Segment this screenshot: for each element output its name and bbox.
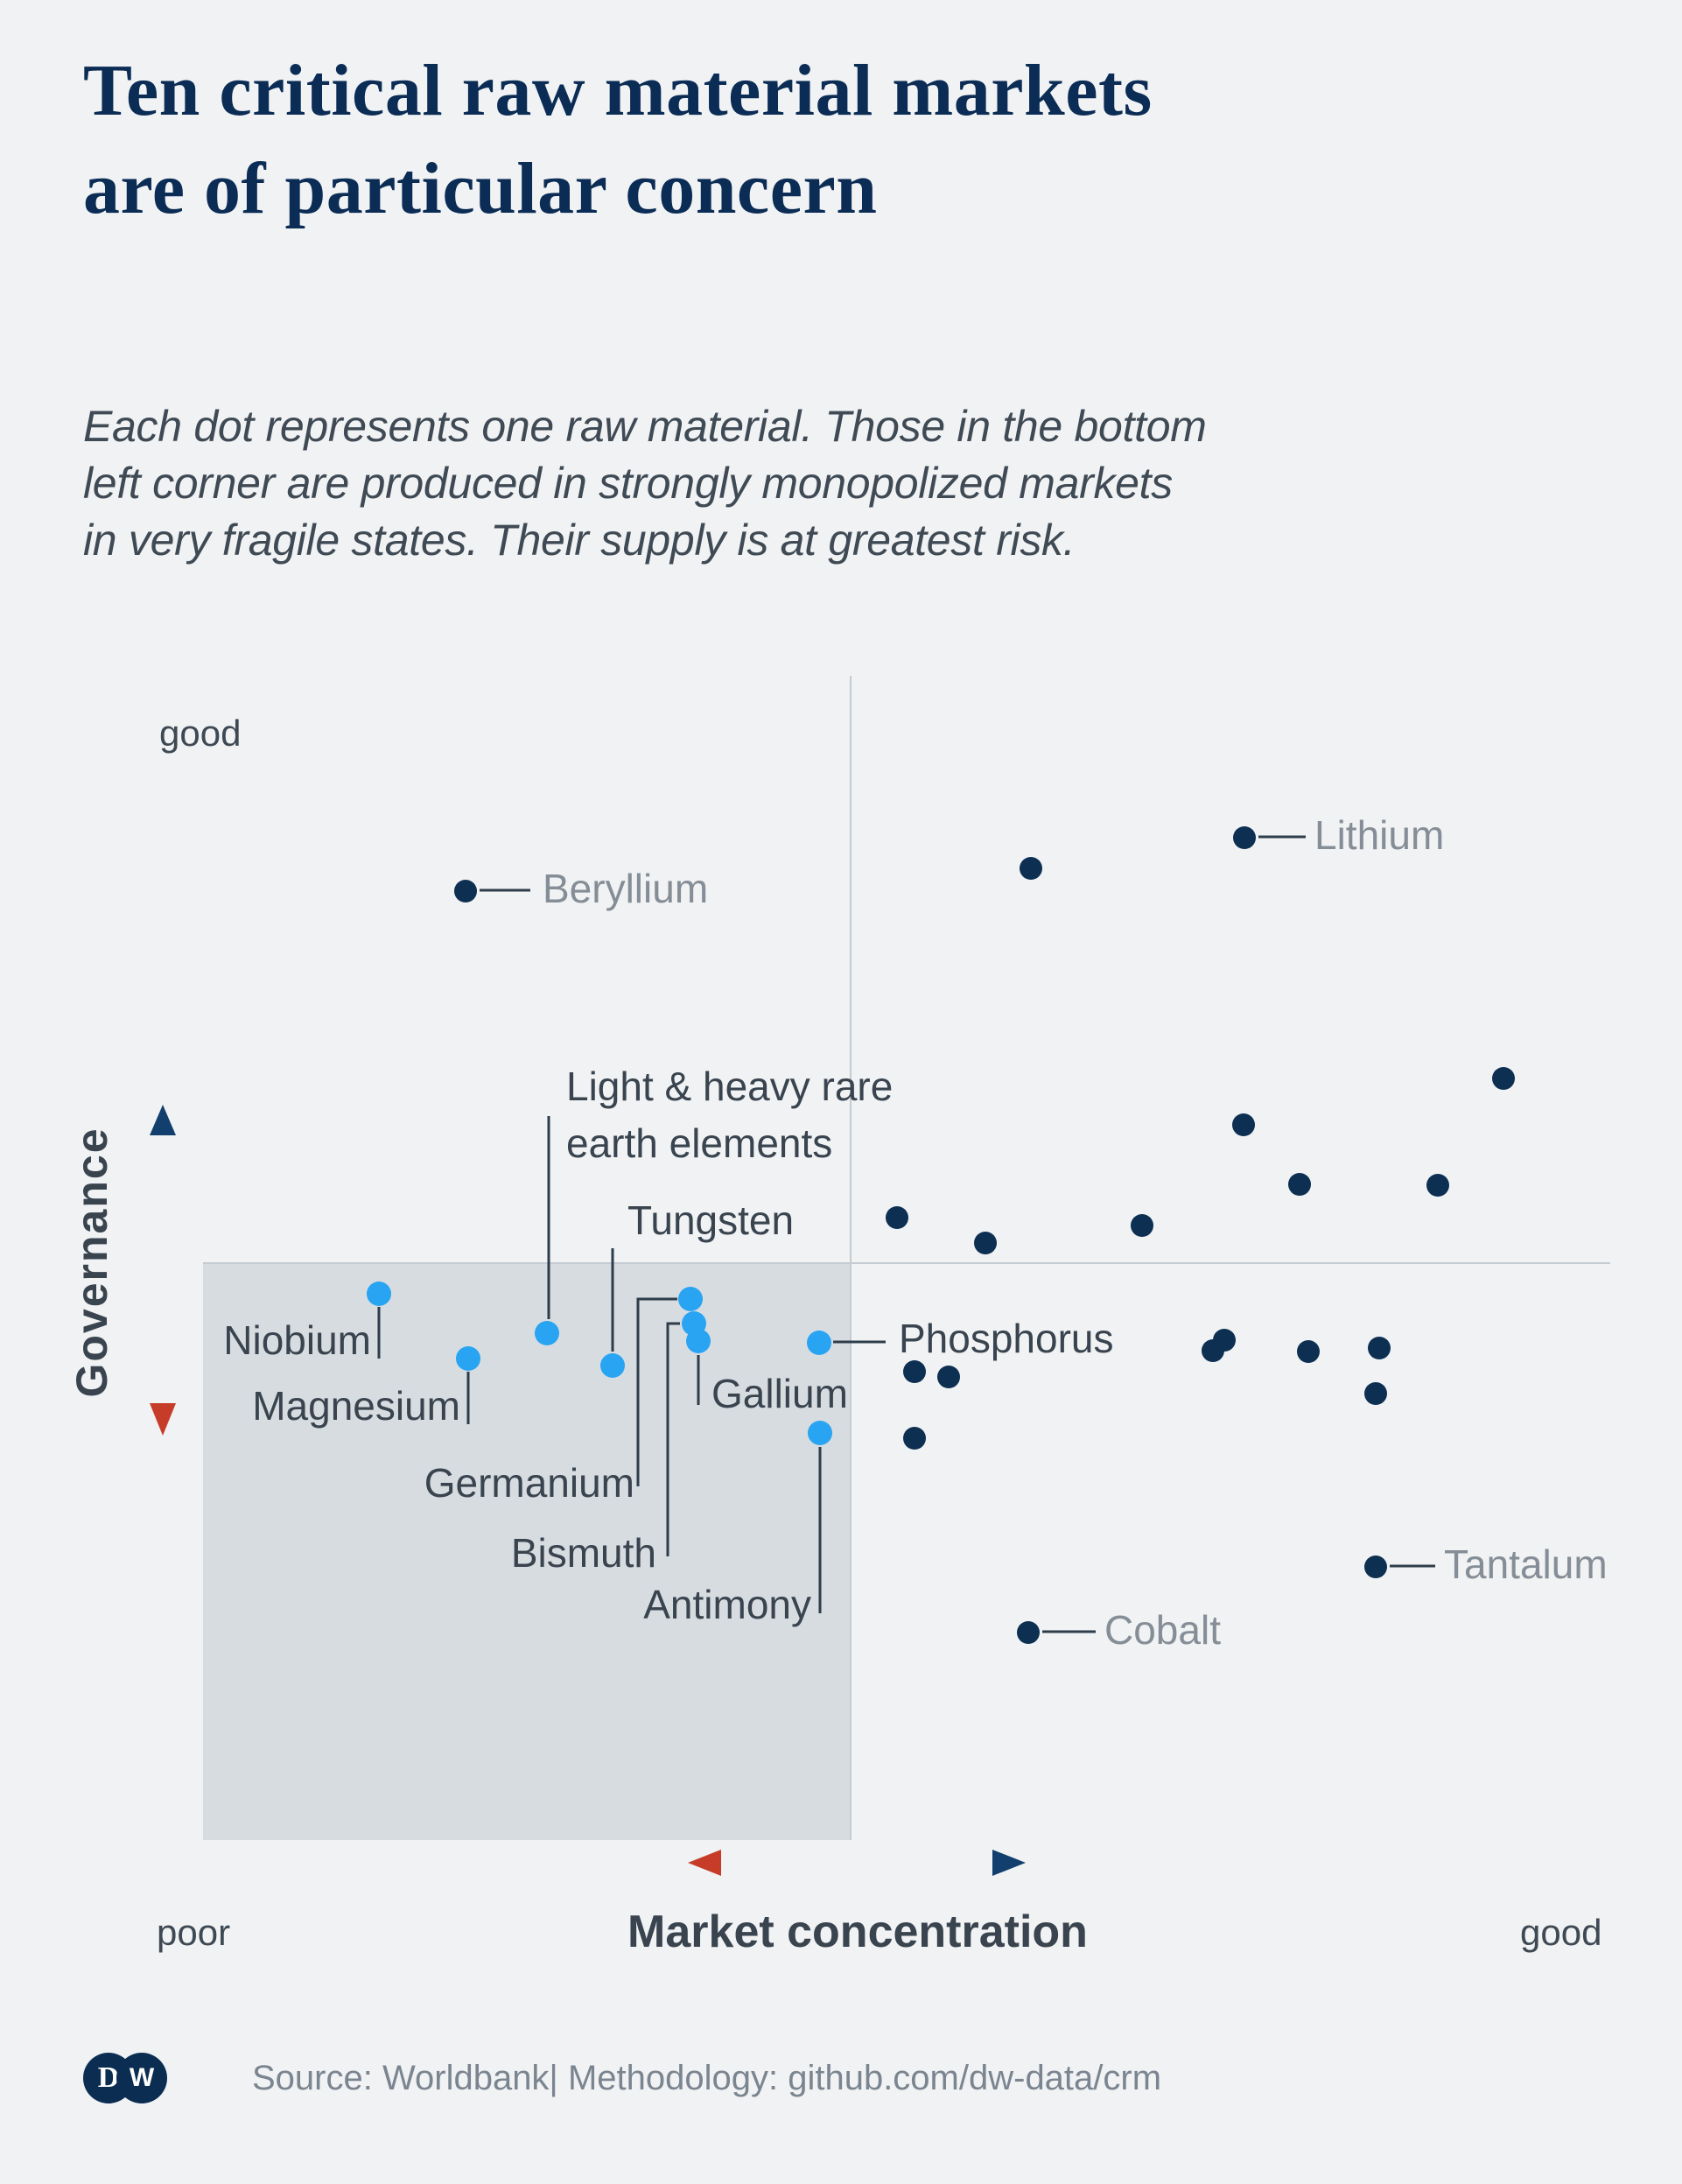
dw-logo-w-circle: W [116,2053,167,2103]
high-risk-quadrant [203,1263,851,1840]
data-point-lithium [1233,826,1256,849]
x-axis-right-label: good [1520,1912,1601,1953]
point-label-magnesium: Magnesium [252,1383,460,1429]
point-label-lithium: Lithium [1314,812,1444,858]
y-axis-label: Governance [67,1127,116,1397]
data-point-germanium [678,1287,703,1311]
x-axis-left-label: poor [157,1912,230,1953]
point-labels-layer: Niobium Magnesium Light & heavy rare earth … [223,812,1607,1653]
point-label-phosphorus: Phosphorus [899,1316,1114,1361]
concentration-left-arrow-icon [688,1850,836,1876]
point-label-light-heavy-rare-earth-elements: Light & heavy rare [566,1064,893,1109]
data-point-light-heavy-rare-earth-elements [535,1321,559,1345]
page-title: Ten critical raw material markets are of… [83,42,1153,238]
leader-line-bismuth [666,1322,680,1556]
dw-logo: D W [83,2053,171,2103]
x-axis-label: Market concentration [627,1907,1088,1957]
data-point-unlabeled [1213,1329,1236,1352]
point-label-tungsten: Tungsten [627,1197,794,1243]
data-point-unlabeled [1364,1382,1387,1405]
chart-description: Each dot represents one raw material. Th… [83,398,1207,569]
data-point-tantalum [1364,1555,1387,1578]
data-point-unlabeled [1297,1340,1320,1363]
governance-up-arrow-icon [150,1105,176,1241]
data-point-unlabeled [1426,1174,1449,1197]
data-point-phosphorus [807,1331,831,1355]
data-point-beryllium [454,880,477,902]
data-point-tungsten [600,1353,625,1378]
title-line-1: Ten critical raw material markets [83,50,1153,131]
concentration-right-arrow-icon [882,1850,1026,1876]
data-point-unlabeled [1492,1067,1515,1090]
description-line-3: in very fragile states. Their supply is … [83,516,1076,565]
data-point-unlabeled [1368,1337,1391,1359]
point-label-beryllium: Beryllium [543,866,708,911]
point-label-tantalum: Tantalum [1444,1541,1608,1587]
description-line-1: Each dot represents one raw material. Th… [83,402,1207,451]
leader-line-germanium [636,1297,677,1486]
data-point-niobium [367,1282,391,1306]
data-point-unlabeled [1020,857,1042,880]
point-label-antimony: Antimony [643,1582,811,1627]
description-line-2: left corner are produced in strongly mon… [83,459,1173,508]
data-point-unlabeled [1288,1173,1311,1196]
governance-axis: Governance good [67,713,241,1436]
data-point-unlabeled [1232,1113,1255,1136]
point-label-niobium: Niobium [223,1317,371,1363]
source-text: Source: Worldbank| Methodology: github.c… [252,2059,1162,2097]
data-point-unlabeled [1131,1214,1153,1237]
data-point-unlabeled [974,1232,997,1254]
data-point-unlabeled [903,1360,926,1383]
data-point-antimony [808,1421,832,1445]
y-axis-top-label: good [159,713,241,754]
point-label-bismuth: Bismuth [511,1530,656,1576]
title-line-2: are of particular concern [83,148,878,229]
data-point-unlabeled [937,1366,960,1388]
governance-down-arrow-icon [150,1294,176,1436]
leader-lines-layer [377,835,1435,1633]
data-point-cobalt [1017,1621,1040,1644]
data-points-layer [367,826,1515,1644]
point-label-germanium: Germanium [424,1460,634,1506]
data-point-gallium [686,1329,711,1353]
market-concentration-axis: Market concentration poor good [157,1850,1601,1957]
data-point-unlabeled [886,1206,908,1229]
point-label-gallium: Gallium [711,1371,848,1416]
point-label-light-heavy-rare-earth-elements: earth elements [566,1120,832,1166]
point-label-cobalt: Cobalt [1104,1607,1221,1653]
data-point-magnesium [456,1346,480,1371]
data-point-unlabeled [903,1427,926,1450]
